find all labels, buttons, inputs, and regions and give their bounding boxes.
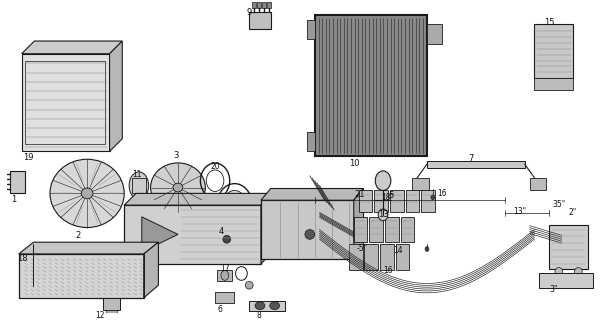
Text: 21: 21 [355,190,365,199]
Bar [359,190,372,212]
Bar [349,244,362,269]
Bar [385,217,399,242]
Ellipse shape [555,268,563,276]
Polygon shape [249,301,285,311]
Polygon shape [427,161,525,168]
Ellipse shape [378,209,388,221]
Polygon shape [19,254,144,298]
Polygon shape [412,178,429,190]
Bar [364,244,378,269]
Bar [132,178,146,193]
Text: 5: 5 [388,191,393,200]
Text: 8: 8 [256,311,261,320]
Ellipse shape [425,247,429,252]
Text: 4: 4 [219,227,224,236]
Text: 13: 13 [378,210,389,219]
Text: 18: 18 [17,254,28,263]
Ellipse shape [270,302,279,310]
Polygon shape [261,200,354,259]
Ellipse shape [129,172,149,199]
Ellipse shape [246,281,253,289]
Polygon shape [252,2,256,8]
Polygon shape [257,2,261,8]
Bar [25,60,105,144]
Polygon shape [427,24,442,44]
Polygon shape [124,193,273,205]
Ellipse shape [221,270,229,280]
Polygon shape [110,41,122,151]
Text: 35": 35" [552,200,565,209]
Polygon shape [22,41,122,54]
Ellipse shape [223,236,231,243]
Polygon shape [249,12,271,29]
Polygon shape [144,242,158,298]
Text: 16: 16 [383,266,393,275]
Polygon shape [10,171,25,193]
Bar [396,244,409,269]
Polygon shape [307,20,315,39]
Text: 11: 11 [132,170,141,179]
Text: 1: 1 [11,195,16,204]
Ellipse shape [574,268,582,276]
Bar [380,244,394,269]
Text: 2": 2" [569,208,577,217]
Ellipse shape [305,229,315,239]
Text: 15: 15 [544,18,554,27]
Polygon shape [217,269,232,281]
Polygon shape [354,188,364,259]
Ellipse shape [50,159,124,228]
Text: 3: 3 [173,151,178,160]
Bar [390,190,403,212]
Text: 20: 20 [210,162,220,171]
Text: 9: 9 [246,8,252,17]
Polygon shape [539,274,593,288]
Bar [370,217,383,242]
Polygon shape [530,178,546,190]
Text: 2: 2 [75,231,81,240]
Bar [103,298,120,310]
Text: 18": 18" [382,193,394,202]
Text: -5": -5" [356,244,368,253]
Polygon shape [142,217,178,252]
Bar [374,190,388,212]
Ellipse shape [173,183,183,192]
Polygon shape [307,132,315,151]
Bar [421,190,435,212]
Ellipse shape [375,171,391,190]
Text: 13": 13" [514,207,526,216]
Text: 3": 3" [549,285,557,294]
Polygon shape [215,292,234,303]
Polygon shape [549,225,588,268]
Polygon shape [261,188,364,200]
Bar [315,15,427,156]
Text: 14: 14 [393,246,402,255]
Ellipse shape [150,163,205,212]
Polygon shape [124,205,261,264]
Bar [106,310,117,316]
Text: 7: 7 [468,154,473,163]
Text: 12: 12 [95,311,104,320]
Polygon shape [22,54,110,151]
Bar [406,190,419,212]
Polygon shape [267,2,271,8]
Polygon shape [19,242,158,254]
Polygon shape [535,24,574,78]
Text: 16: 16 [437,189,447,198]
Bar [354,217,367,242]
Polygon shape [535,78,574,90]
Text: 10: 10 [349,159,359,168]
Ellipse shape [81,188,93,199]
Polygon shape [261,193,273,264]
Polygon shape [262,2,266,8]
Bar [400,217,414,242]
Ellipse shape [431,195,435,200]
Ellipse shape [255,302,265,310]
Text: 17: 17 [220,264,229,273]
Text: 19: 19 [23,153,33,162]
Text: 6: 6 [217,305,222,314]
Ellipse shape [223,190,246,220]
